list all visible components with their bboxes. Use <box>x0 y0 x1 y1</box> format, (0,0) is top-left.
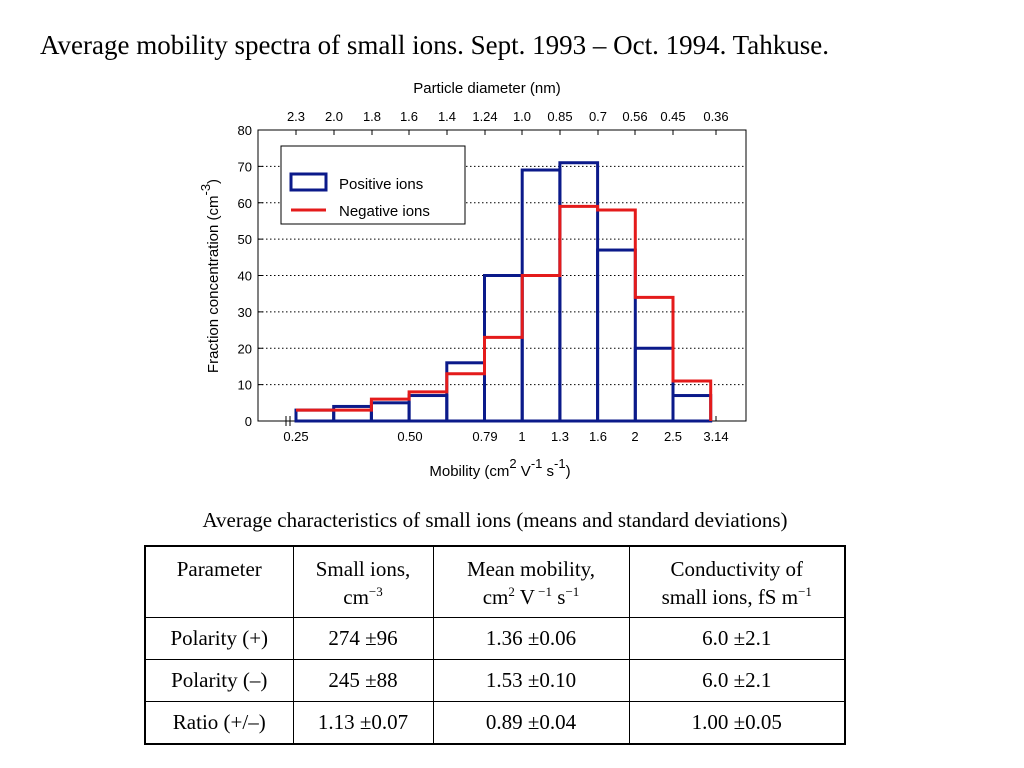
header-mobility-unit-v-exp: −1 <box>534 584 552 599</box>
chart-legend: Positive ions Negative ions <box>280 145 466 225</box>
x-label-text: Mobility (cm <box>429 463 509 480</box>
positive-ion-bar <box>407 394 449 423</box>
mobility-spectrum-chart: 0 10 20 30 40 50 60 70 80 0.25 0.50 0.79 1 1.3 1.6 2 2.… <box>198 80 747 480</box>
y-label-close: ) <box>205 179 222 184</box>
y-label-exp: -3 <box>198 184 213 196</box>
top-tick-label: 2.3 <box>287 109 305 124</box>
bottom-tick-label: 3.14 <box>703 429 728 444</box>
top-tick-label: 1.24 <box>472 109 497 124</box>
positive-ion-bar <box>294 408 336 423</box>
top-tick-label: 2.0 <box>325 109 343 124</box>
header-mobility-unit-v: V <box>514 585 535 609</box>
top-tick-label: 0.7 <box>589 109 607 124</box>
negative-ion-step-line <box>296 204 713 421</box>
y-axis-ticks: 0 10 20 30 40 50 60 70 80 <box>238 123 263 429</box>
header-conductivity-line2: small ions, fS m <box>661 585 799 609</box>
top-tick-label: 1.8 <box>363 109 381 124</box>
top-tick-label: 1.6 <box>400 109 418 124</box>
table-cell-small-ions: 245 ±88 <box>292 658 434 702</box>
header-mobility-unit-s: s <box>552 585 566 609</box>
y-tick-label: 0 <box>245 414 252 429</box>
top-tick-label: 0.56 <box>622 109 647 124</box>
y-tick-label: 40 <box>238 269 252 284</box>
table-cell-parameter: Ratio (+/–) <box>144 700 294 744</box>
legend-negative-label: Negative ions <box>339 203 430 220</box>
x-label-s: s <box>542 463 554 480</box>
y-tick-label: 20 <box>238 341 252 356</box>
bottom-tick-label: 1 <box>518 429 525 444</box>
top-tick-label: 1.0 <box>513 109 531 124</box>
y-tick-label: 10 <box>238 378 252 393</box>
bottom-tick-label: 0.79 <box>472 429 497 444</box>
slide-title: Average mobility spectra of small ions. … <box>40 30 829 60</box>
y-tick-label: 50 <box>238 232 252 247</box>
y-axis-label: Fraction concentration (cm-3) <box>198 179 222 373</box>
header-mobility-unit-cm-exp: 2 <box>508 584 515 599</box>
x-label-exp-cm: 2 <box>509 456 516 471</box>
table-cell-conductivity: 1.00 ±0.05 <box>628 700 846 744</box>
header-conductivity-exp: −1 <box>798 584 812 599</box>
x-label-v: V <box>517 463 531 480</box>
header-parameter: Parameter <box>144 545 294 618</box>
bottom-tick-label: 0.25 <box>283 429 308 444</box>
header-conductivity: Conductivity of small ions, fS m−1 <box>628 545 846 618</box>
table-cell-mean-mobility: 0.89 ±0.04 <box>432 700 630 744</box>
top-tick-label: 0.45 <box>660 109 685 124</box>
characteristics-table: Parameter Small ions, cm−3 Mean mobility,… <box>144 545 846 745</box>
legend-positive-label: Positive ions <box>339 176 423 193</box>
table-cell-parameter: Polarity (–) <box>144 658 294 702</box>
bottom-tick-label: 2 <box>631 429 638 444</box>
header-mean-mobility: Mean mobility, cm2 V −1 s−1 <box>432 545 630 618</box>
bottom-tick-label: 2.5 <box>664 429 682 444</box>
positive-ion-bar <box>671 394 713 423</box>
x-label-close: ) <box>566 463 571 480</box>
header-small-ions-line1: Small ions, <box>315 557 411 581</box>
y-tick-label: 30 <box>238 305 252 320</box>
header-small-ions-unit-exp: −3 <box>368 584 383 599</box>
table-cell-parameter: Polarity (+) <box>144 616 294 660</box>
table-row: Ratio (+/–) 1.13 ±0.07 0.89 ±0.04 1.00 ±… <box>144 700 846 744</box>
positive-ion-bar <box>445 361 486 423</box>
x-axis-label: Mobility (cm2 V-1 s-1) <box>429 456 570 480</box>
header-small-ions: Small ions, cm−3 <box>292 545 434 618</box>
table-cell-mean-mobility: 1.36 ±0.06 <box>432 616 630 660</box>
positive-ion-bar <box>596 248 637 423</box>
header-mobility-unit-s-exp: −1 <box>565 584 580 599</box>
positive-ion-bar <box>520 168 562 423</box>
table-row: Polarity (+) 274 ±96 1.36 ±0.06 6.0 ±2.1 <box>144 616 846 660</box>
y-label-text: Fraction concentration (cm <box>205 195 222 373</box>
bottom-axis-ticks: 0.25 0.50 0.79 1 1.3 1.6 2 2.5 3.14 <box>283 416 729 444</box>
legend-positive-swatch <box>289 172 328 192</box>
bottom-tick-label: 1.3 <box>551 429 569 444</box>
table-cell-small-ions: 274 ±96 <box>292 616 434 660</box>
positive-ion-bar <box>558 161 600 423</box>
y-tick-label: 70 <box>238 159 252 174</box>
header-conductivity-line1: Conductivity of <box>670 557 803 581</box>
top-axis-label: Particle diameter (nm) <box>413 80 561 97</box>
positive-ion-bar <box>633 346 675 423</box>
top-tick-label: 1.4 <box>438 109 456 124</box>
bottom-tick-label: 1.6 <box>589 429 607 444</box>
y-tick-label: 60 <box>238 196 252 211</box>
top-tick-label: 0.85 <box>547 109 572 124</box>
x-label-exp-s: -1 <box>554 456 566 471</box>
positive-ion-bar <box>369 401 411 423</box>
table-header-row: Parameter Small ions, cm−3 Mean mobility,… <box>144 545 846 618</box>
table-cell-conductivity: 6.0 ±2.1 <box>628 616 846 660</box>
table-cell-conductivity: 6.0 ±2.1 <box>628 658 846 702</box>
table-caption: Average characteristics of small ions (m… <box>202 508 788 532</box>
table-cell-small-ions: 1.13 ±0.07 <box>292 700 434 744</box>
top-tick-label: 0.36 <box>703 109 728 124</box>
table-cell-mean-mobility: 1.53 ±0.10 <box>432 658 630 702</box>
header-mobility-line1: Mean mobility, <box>466 557 596 581</box>
x-label-exp-v: -1 <box>531 456 543 471</box>
bottom-tick-label: 0.50 <box>397 429 422 444</box>
header-mobility-unit-cm: cm <box>482 585 509 609</box>
header-small-ions-unit: cm <box>343 585 369 609</box>
table-row: Polarity (–) 245 ±88 1.53 ±0.10 6.0 ±2.1 <box>144 658 846 702</box>
y-tick-label: 80 <box>238 123 252 138</box>
top-axis-ticks: 2.3 2.0 1.8 1.6 1.4 1.24 1.0 0.85 0.7 0.56 0.45 0.3… <box>287 109 729 135</box>
